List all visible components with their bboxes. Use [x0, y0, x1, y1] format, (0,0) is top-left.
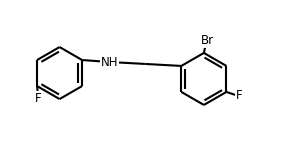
Text: F: F [236, 89, 243, 102]
Text: F: F [35, 92, 41, 105]
Text: Br: Br [201, 34, 214, 47]
Text: NH: NH [101, 56, 118, 69]
